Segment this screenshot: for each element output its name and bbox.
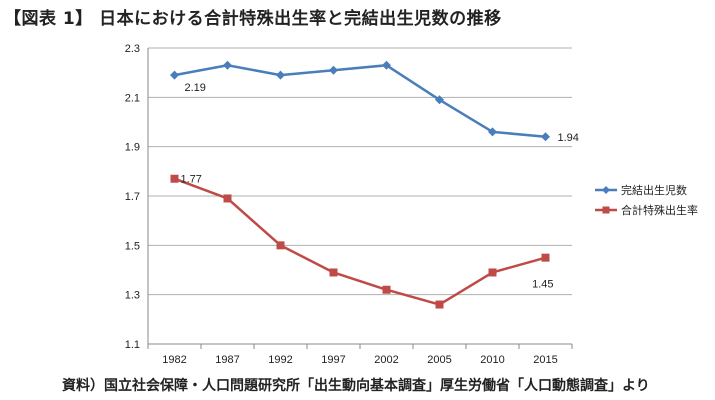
point-1-2010: [488, 268, 497, 277]
x-tick-label-2010: 2010: [480, 354, 504, 366]
data-label-0-2015: 1.94: [558, 132, 579, 144]
chart-title: 【図表 1】 日本における合計特殊出生率と完結出生児数の推移: [4, 9, 502, 29]
x-tick-label-2015: 2015: [533, 354, 557, 366]
point-1-1987: [223, 194, 232, 203]
y-tick-label-2.3: 2.3: [125, 43, 140, 55]
point-1-1997: [329, 268, 338, 277]
legend-marker-1: [602, 206, 610, 214]
y-tick-label-1.9: 1.9: [125, 142, 140, 154]
y-tick-label-1.5: 1.5: [125, 240, 140, 252]
y-tick-label-2.1: 2.1: [125, 92, 140, 104]
point-1-2015: [541, 253, 550, 262]
legend-label-0: 完結出生児数: [621, 183, 687, 197]
point-0-1997: [329, 65, 338, 75]
x-tick-label-2002: 2002: [374, 354, 398, 366]
y-tick-label-1.7: 1.7: [125, 191, 140, 203]
point-0-2015: [541, 132, 550, 142]
source-note: 資料）国立社会保障・人口問題研究所「出生動向基本調査」厚生労働省「人口動態調査」…: [62, 378, 650, 394]
x-tick-label-1987: 1987: [215, 354, 239, 366]
series-line-1: [174, 177, 546, 306]
x-tick-label-1997: 1997: [321, 354, 345, 366]
point-1-1982: [170, 174, 179, 183]
point-0-2010: [488, 127, 497, 137]
legend-marker-0: [602, 186, 610, 194]
point-0-1992: [276, 70, 285, 80]
x-tick-label-1982: 1982: [162, 354, 186, 366]
point-0-1987: [223, 60, 232, 70]
data-label-1-2015: 1.45: [532, 279, 553, 291]
x-tick-label-1992: 1992: [268, 354, 292, 366]
point-0-2005: [435, 95, 444, 105]
data-label-1-1982: 1.77: [181, 174, 202, 186]
point-1-2005: [435, 300, 444, 309]
y-tick-label-1.1: 1.1: [125, 339, 140, 351]
point-1-2002: [382, 285, 391, 294]
point-1-1992: [276, 241, 285, 250]
point-0-1982: [170, 70, 179, 80]
legend-label-1: 合計特殊出生率: [621, 203, 698, 217]
data-label-0-1982: 2.19: [185, 82, 206, 94]
y-tick-label-1.3: 1.3: [125, 290, 140, 302]
x-tick-label-2005: 2005: [427, 354, 451, 366]
series-line-0: [174, 64, 546, 139]
point-0-2002: [382, 60, 391, 70]
